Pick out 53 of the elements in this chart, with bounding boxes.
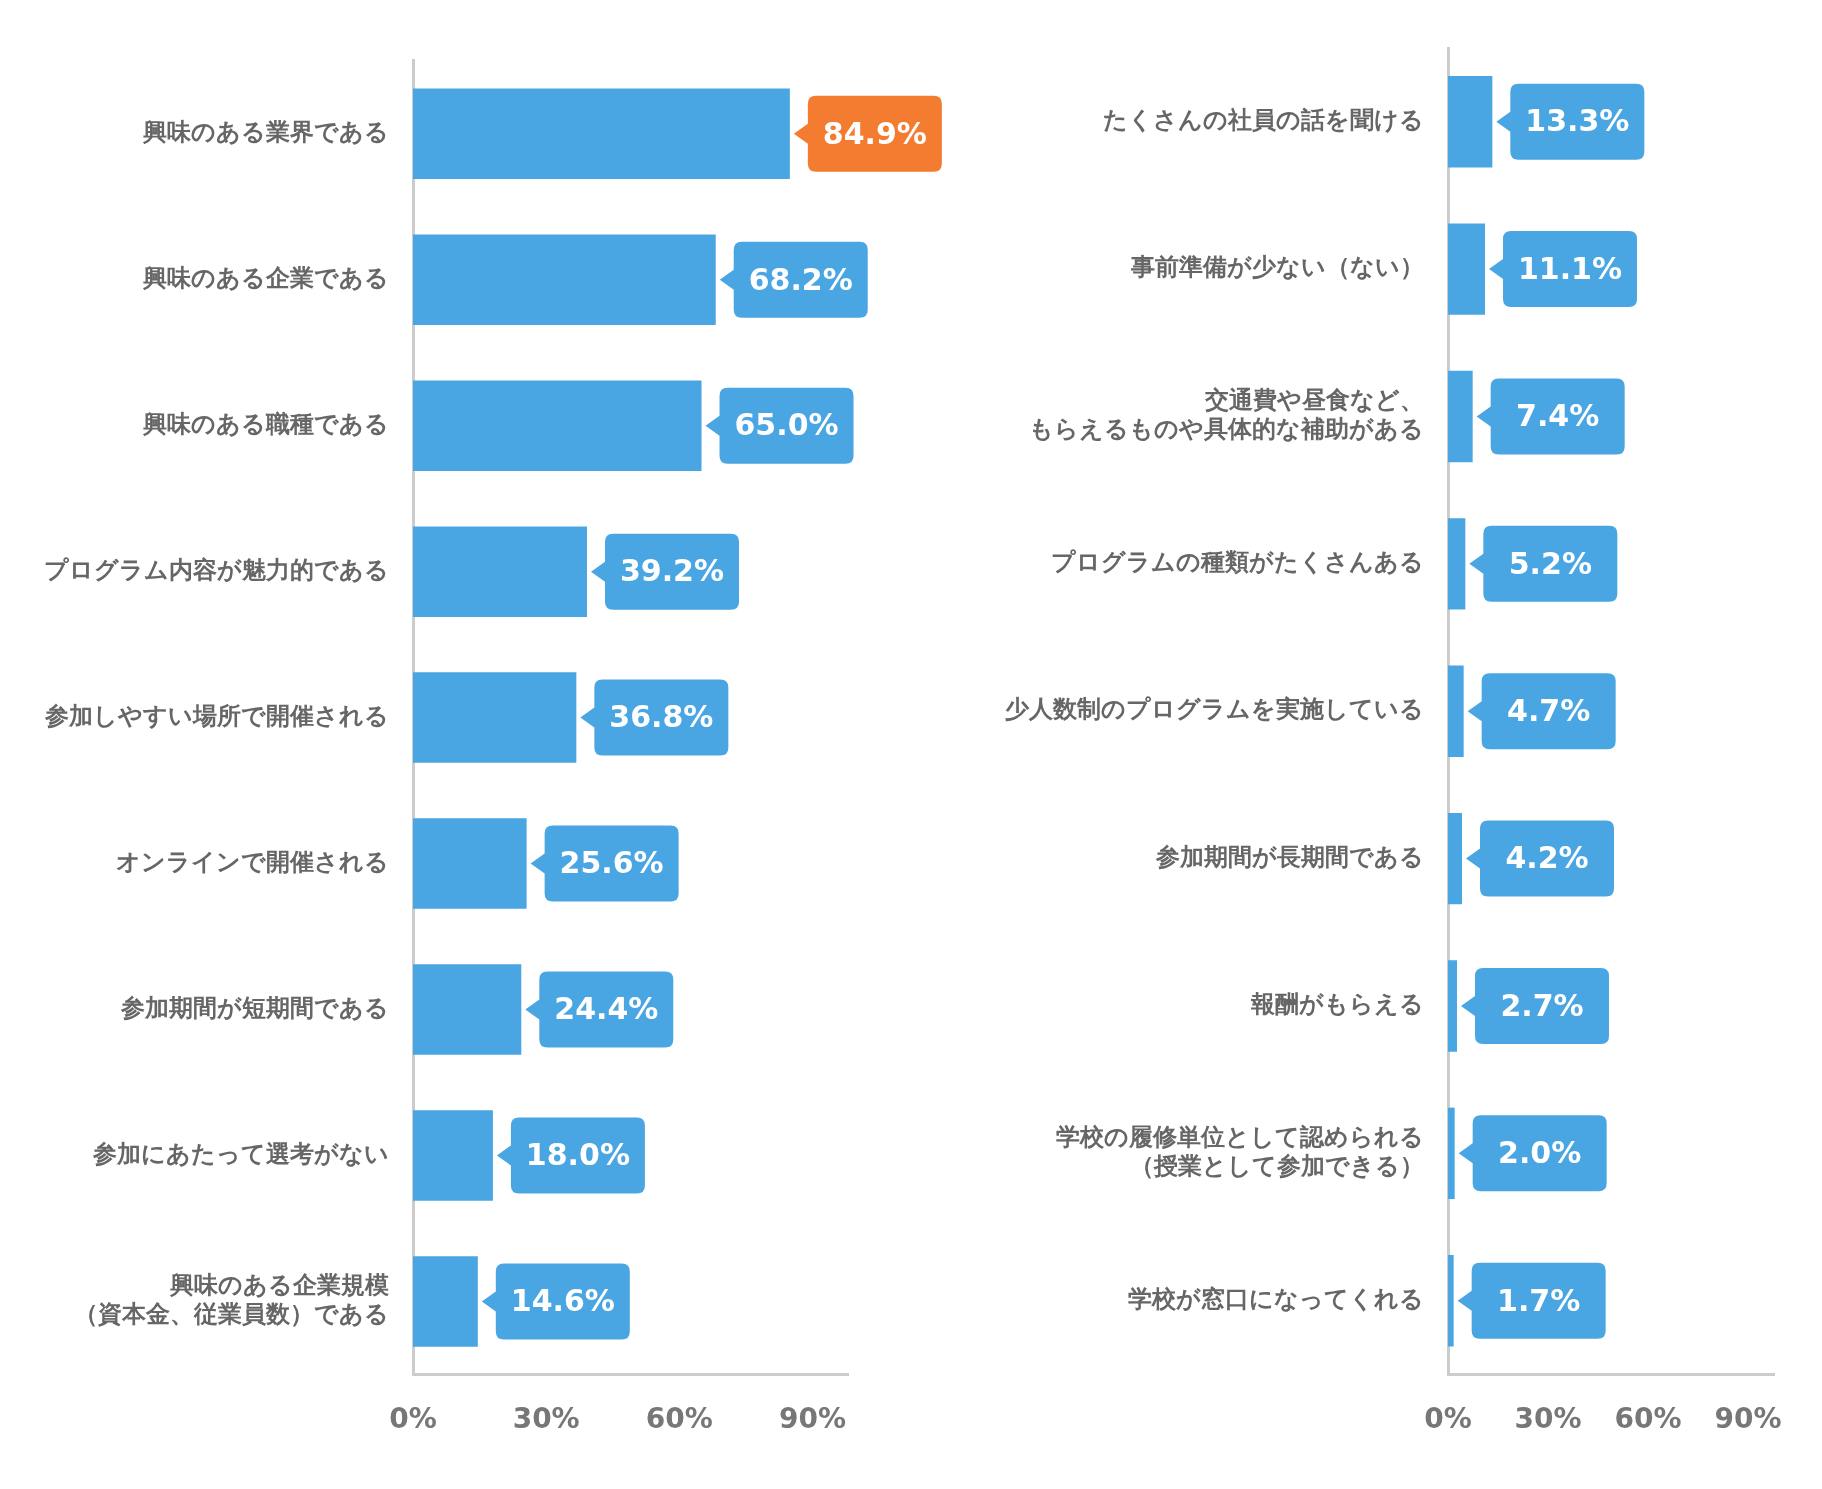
data-label: 84.9% (822, 115, 927, 151)
y-tick-label: プログラム内容が魅力的である (44, 555, 389, 584)
data-label: 2.7% (1500, 987, 1584, 1023)
y-tick-label: 興味のある企業規模（資本金、従業員数）である (74, 1271, 389, 1329)
data-label: 7.4% (1516, 398, 1600, 434)
x-tick-label: 30% (1514, 1402, 1582, 1436)
bar (413, 1256, 478, 1347)
x-tick-label: 0% (1424, 1402, 1472, 1436)
y-tick-label: 参加しやすい場所で開催される (44, 701, 389, 730)
y-tick-label: 学校が窓口になってくれる (1128, 1284, 1424, 1313)
y-tick-label: 参加期間が短期間である (120, 993, 389, 1022)
y-tick-label: プログラムの種類がたくさんある (1051, 548, 1424, 577)
x-tick-label: 90% (778, 1402, 847, 1436)
y-tick-label: 興味のある職種である (142, 409, 389, 438)
bar (413, 88, 790, 180)
y-tick-label: 興味のある企業である (142, 263, 389, 292)
data-label: 1.7% (1497, 1282, 1581, 1318)
data-label: 18.0% (525, 1137, 630, 1173)
x-tick-label: 0% (389, 1402, 437, 1436)
bar (413, 234, 716, 325)
data-label: 2.0% (1498, 1135, 1582, 1171)
y-tick-label: オンラインで開催される (116, 847, 389, 876)
y-tick-label: 興味のある業界である (142, 118, 389, 147)
bar (413, 1110, 493, 1201)
data-label: 39.2% (619, 553, 725, 589)
data-label: 24.4% (554, 991, 659, 1027)
y-tick-label: 参加期間が長期間である (1155, 842, 1424, 871)
data-label: 25.6% (559, 845, 664, 881)
bar (413, 672, 577, 763)
bar (413, 526, 587, 617)
bar (413, 818, 527, 909)
x-tick-label: 60% (645, 1402, 713, 1436)
data-label: 5.2% (1508, 545, 1592, 581)
y-tick-label: 少人数制のプログラムを実施している (1005, 695, 1424, 724)
bar (413, 380, 702, 471)
data-label: 36.8% (609, 699, 714, 735)
y-tick-label: 交通費や昼食など、もらえるものや具体的な補助がある (1029, 386, 1424, 444)
x-tick-label: 30% (512, 1402, 580, 1436)
x-tick-label: 60% (1614, 1402, 1682, 1436)
data-label: 4.7% (1507, 693, 1591, 728)
data-label: 68.2% (748, 261, 853, 297)
y-tick-label: 学校の履修単位として認められる（授業として参加できる） (1056, 1123, 1424, 1180)
data-label: 14.6% (510, 1283, 615, 1319)
data-label: 13.3% (1525, 103, 1630, 139)
y-tick-label: 報酬がもらえる (1250, 990, 1424, 1019)
y-tick-label: たくさんの社員の話を聞ける (1103, 105, 1424, 134)
x-tick-label: 90% (1714, 1402, 1782, 1436)
y-tick-label: 事前準備が少ない（ない） (1130, 253, 1424, 282)
data-label: 4.2% (1505, 840, 1589, 876)
data-label: 11.1% (1517, 250, 1623, 286)
data-label: 65.0% (734, 407, 839, 443)
y-tick-label: 参加にあたって選考がない (92, 1139, 389, 1168)
bar (413, 964, 522, 1055)
